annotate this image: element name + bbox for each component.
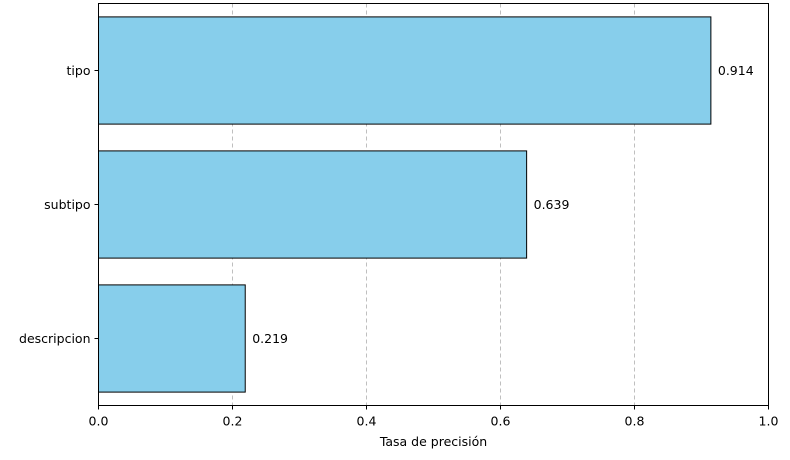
bar-subtipo bbox=[98, 150, 528, 259]
x-tick-label: 0.8 bbox=[625, 414, 645, 429]
x-tick-label: 1.0 bbox=[759, 414, 779, 429]
y-tick-label-tipo: tipo bbox=[67, 63, 91, 78]
value-label-tipo: 0.914 bbox=[718, 63, 754, 78]
x-tick-label: 0.0 bbox=[89, 414, 109, 429]
bar-descripcion bbox=[98, 284, 246, 393]
x-axis-title: Tasa de precisión bbox=[379, 434, 487, 449]
value-labels: 0.914 0.639 0.219 bbox=[252, 63, 753, 346]
y-tick-label-descripcion: descripcion bbox=[19, 331, 90, 346]
x-tick-label: 0.6 bbox=[491, 414, 511, 429]
x-tick-label: 0.4 bbox=[357, 414, 377, 429]
y-axis-ticks: tipo subtipo descripcion bbox=[19, 63, 99, 346]
x-axis-ticks: 0.0 0.2 0.4 0.6 0.8 1.0 bbox=[89, 405, 779, 429]
bars bbox=[98, 16, 712, 393]
bar-tipo bbox=[98, 16, 712, 125]
y-tick-label-subtipo: subtipo bbox=[44, 197, 90, 212]
x-tick-label: 0.2 bbox=[223, 414, 243, 429]
value-label-descripcion: 0.219 bbox=[252, 331, 288, 346]
value-label-subtipo: 0.639 bbox=[534, 197, 570, 212]
